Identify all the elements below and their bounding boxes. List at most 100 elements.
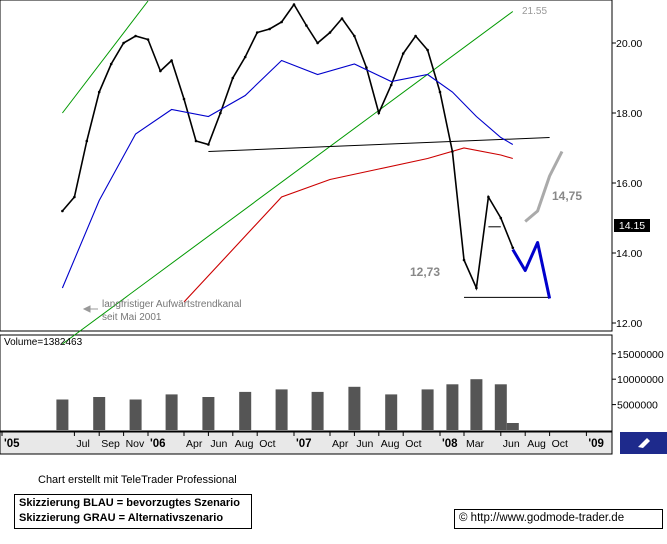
x-tick-label: Aug: [235, 438, 254, 450]
volume-bar: [93, 397, 106, 430]
chart-tool-icon[interactable]: [638, 438, 650, 448]
x-tick-label: Aug: [527, 438, 546, 450]
x-tick-label: '08: [442, 438, 458, 450]
x-tick-label: Jun: [503, 438, 520, 450]
price-point: [401, 52, 405, 55]
last-price-label: 14.15: [619, 220, 645, 232]
volume-bar: [348, 386, 361, 430]
price-point: [475, 286, 478, 290]
price-point: [97, 90, 101, 94]
x-tick-label: Oct: [552, 438, 568, 450]
x-tick-label: Apr: [186, 438, 203, 450]
price-point: [85, 139, 89, 143]
price-panel-frame: [0, 0, 613, 332]
created-note: Chart erstellt mit TeleTrader Profession…: [38, 474, 237, 486]
volume-bar: [129, 399, 142, 430]
price-point: [268, 27, 271, 31]
price-point: [280, 20, 283, 24]
price-point: [231, 76, 235, 80]
trend-note-arrow: [82, 305, 98, 313]
y-tick-label: 18.00: [616, 108, 642, 120]
price-point: [305, 24, 308, 27]
price-point: [389, 83, 393, 87]
legend-blue: Skizzierung BLAU = bevorzugtes Szenario: [19, 497, 240, 509]
source-link[interactable]: © http://www.godmode-trader.de: [454, 509, 663, 529]
price-point: [328, 31, 332, 34]
price-point: [426, 48, 429, 52]
y-tick-label: 12.00: [616, 318, 642, 330]
x-tick-label: '05: [4, 438, 20, 450]
price-point: [146, 38, 150, 41]
price-point: [109, 62, 113, 66]
series-moving-average-long: [183, 147, 513, 303]
price-point: [292, 3, 296, 6]
x-tick-label: Nov: [126, 438, 145, 450]
volume-bar: [506, 423, 519, 430]
y-tick-label: 16.00: [616, 178, 642, 190]
price-point: [340, 17, 344, 20]
price-point: [73, 195, 76, 199]
volume-bar: [202, 397, 215, 430]
series-price: [61, 3, 514, 291]
time-axis-strip: [0, 431, 613, 455]
volume-bar: [56, 399, 69, 430]
resistance-label: 14,75: [552, 189, 582, 203]
price-point: [511, 246, 515, 250]
x-tick-label: '07: [296, 438, 312, 450]
x-tick-label: Aug: [381, 438, 400, 450]
x-tick-label: Jun: [210, 438, 227, 450]
volume-panel-frame: [0, 334, 613, 432]
x-tick-label: Jun: [356, 438, 373, 450]
volume-tick-label: 10000000: [617, 374, 664, 386]
price-point: [194, 139, 198, 143]
price-point: [462, 258, 466, 262]
x-tick-label: Jul: [76, 438, 89, 450]
x-tick-label: Sep: [101, 438, 120, 450]
y-tick-label: 20.00: [616, 38, 642, 50]
last-price-box: [614, 219, 650, 232]
volume-bar: [165, 394, 178, 430]
x-tick-label: Apr: [332, 438, 349, 450]
price-point: [451, 150, 454, 153]
y-tick-label: 14.00: [616, 248, 642, 260]
volume-bar: [311, 391, 324, 430]
volume-label: Volume=1382463: [4, 337, 83, 348]
volume-bar: [275, 389, 288, 430]
price-point: [414, 34, 417, 38]
x-tick-label: Mar: [466, 438, 485, 450]
trend-note-line2: seit Mai 2001: [102, 312, 162, 323]
legend-gray: Skizzierung GRAU = Alternativszenario: [19, 512, 224, 524]
price-point: [182, 97, 186, 101]
trend-line-channel-lower: [62, 11, 514, 345]
x-tick-label: Oct: [405, 438, 421, 450]
volume-bar: [239, 391, 252, 430]
scenario-grau: [524, 150, 564, 223]
price-point: [159, 69, 162, 73]
trend-line-channel-upper: [62, 0, 149, 114]
price-point: [377, 111, 381, 115]
x-tick-label: '06: [150, 438, 166, 450]
price-point: [170, 59, 173, 62]
price-point: [365, 66, 368, 69]
price-point: [61, 209, 64, 213]
volume-bar: [385, 394, 398, 430]
price-point: [122, 41, 125, 45]
scenario-blau: [511, 241, 552, 299]
series-moving-average-short: [61, 59, 514, 289]
volume-tick-label: 15000000: [617, 349, 664, 361]
x-tick-label: Oct: [259, 438, 275, 450]
volume-bar: [421, 389, 434, 430]
volume-bar: [446, 384, 459, 430]
price-point: [316, 41, 319, 45]
channel-top-value: 21.55: [522, 6, 547, 17]
price-point: [499, 216, 503, 220]
volume-bar: [494, 384, 507, 430]
price-point: [219, 111, 222, 115]
trend-line-neckline: [208, 137, 550, 152]
x-tick-label: '09: [588, 438, 604, 450]
price-point: [134, 34, 137, 38]
scenario-legend: Skizzierung BLAU = bevorzugtes Szenario …: [14, 494, 252, 529]
target-label: 12,73: [410, 265, 440, 279]
price-point: [487, 195, 490, 199]
